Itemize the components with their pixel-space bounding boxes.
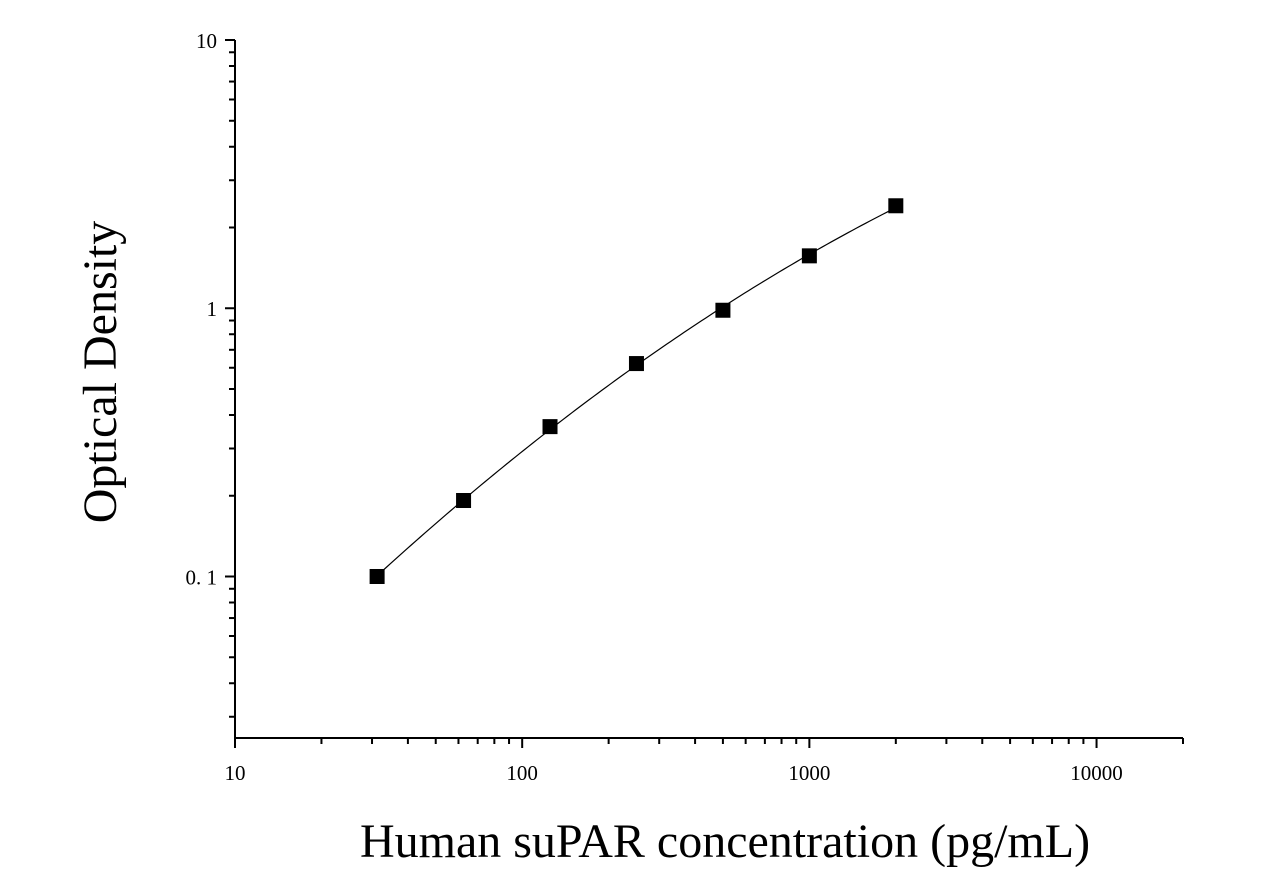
data-points bbox=[369, 198, 904, 584]
data-point-marker bbox=[369, 568, 385, 584]
x-tick-label: 100 bbox=[506, 761, 538, 785]
axes bbox=[225, 39, 1184, 748]
x-axis-title: Human suPAR concentration (pg/mL) bbox=[360, 815, 1090, 868]
tick-labels: 10 100 1000 10000 0. 1 1 10 bbox=[186, 29, 1123, 785]
data-point-marker bbox=[542, 419, 558, 435]
data-point-marker bbox=[628, 356, 644, 372]
y-axis-title: Optical Density bbox=[74, 221, 127, 524]
fit-curve-layer bbox=[376, 207, 897, 577]
x-tick-label: 10000 bbox=[1070, 761, 1123, 785]
y-tick-label: 1 bbox=[207, 297, 218, 321]
data-point-marker bbox=[801, 248, 817, 264]
fit-curve bbox=[376, 207, 897, 577]
y-tick-label: 0. 1 bbox=[186, 565, 218, 589]
y-tick-label: 10 bbox=[196, 29, 217, 53]
data-point-marker bbox=[715, 302, 731, 318]
x-tick-label: 10 bbox=[225, 761, 246, 785]
data-point-marker bbox=[456, 493, 472, 509]
x-tick-label: 1000 bbox=[788, 761, 830, 785]
data-point-marker bbox=[888, 198, 904, 214]
